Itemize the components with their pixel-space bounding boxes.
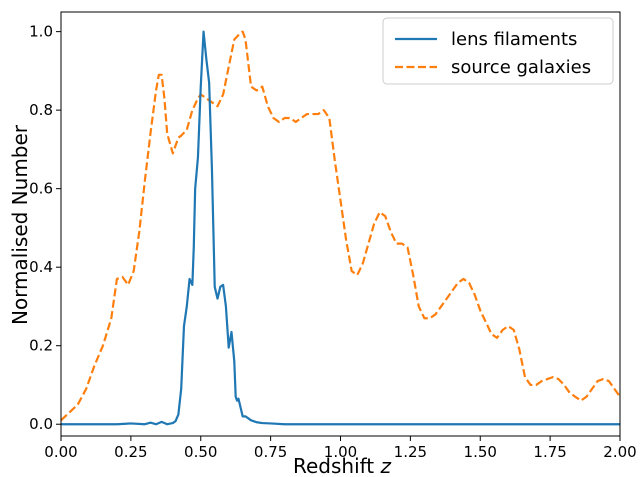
x-tick-label: 0.00 — [44, 443, 77, 461]
x-tick-label: 1.00 — [324, 443, 357, 461]
y-axis: 0.0 0.2 0.4 0.6 0.8 1.0 — [29, 23, 61, 433]
x-axis-title: Redshift z — [293, 454, 392, 477]
y-tick-label: 0.8 — [29, 101, 53, 119]
series-layer — [60, 30, 621, 426]
legend-label-lens-filaments: lens filaments — [451, 29, 577, 50]
y-tick-label: 0.4 — [29, 258, 53, 276]
x-axis-label: Redshift — [293, 454, 374, 477]
x-tick-label: 1.75 — [533, 443, 566, 461]
x-axis-variable: z — [380, 454, 392, 477]
x-axis: 0.00 0.25 0.50 0.75 1.00 1.25 1.50 1.75 2.00 — [44, 436, 637, 461]
x-tick-label: 0.50 — [184, 443, 217, 461]
series-line-source-galaxies — [60, 30, 621, 422]
y-tick-label: 0.0 — [29, 415, 53, 433]
y-tick-label: 1.0 — [29, 23, 53, 41]
series-line-lens-filaments — [61, 30, 620, 426]
legend-label-source-galaxies: source galaxies — [451, 57, 591, 78]
x-tick-label: 0.25 — [114, 443, 147, 461]
y-tick-label: 0.2 — [29, 337, 53, 355]
x-tick-label: 1.50 — [464, 443, 497, 461]
y-axis-title: Normalised Number — [8, 124, 32, 325]
legend: lens filaments source galaxies — [382, 17, 614, 85]
x-tick-label: 0.75 — [254, 443, 287, 461]
y-tick-label: 0.6 — [29, 180, 53, 198]
x-tick-label: 2.00 — [603, 443, 636, 461]
x-tick-label: 1.25 — [394, 443, 427, 461]
legend-box — [382, 17, 614, 85]
